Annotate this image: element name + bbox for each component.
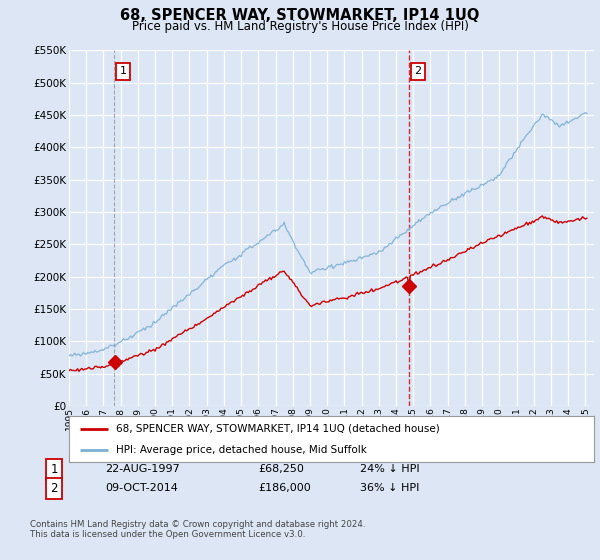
Text: 09-OCT-2014: 09-OCT-2014 [105,483,178,493]
Text: Contains HM Land Registry data © Crown copyright and database right 2024.
This d: Contains HM Land Registry data © Crown c… [30,520,365,539]
Text: 36% ↓ HPI: 36% ↓ HPI [360,483,419,493]
Text: 1: 1 [119,67,127,76]
Text: £186,000: £186,000 [258,483,311,493]
Text: Price paid vs. HM Land Registry's House Price Index (HPI): Price paid vs. HM Land Registry's House … [131,20,469,32]
Text: 68, SPENCER WAY, STOWMARKET, IP14 1UQ (detached house): 68, SPENCER WAY, STOWMARKET, IP14 1UQ (d… [116,423,440,433]
Text: 22-AUG-1997: 22-AUG-1997 [105,464,180,474]
Text: 2: 2 [415,67,422,76]
Text: 1: 1 [50,463,58,476]
Text: 68, SPENCER WAY, STOWMARKET, IP14 1UQ: 68, SPENCER WAY, STOWMARKET, IP14 1UQ [121,8,479,24]
Text: 24% ↓ HPI: 24% ↓ HPI [360,464,419,474]
Text: HPI: Average price, detached house, Mid Suffolk: HPI: Average price, detached house, Mid … [116,445,367,455]
Text: £68,250: £68,250 [258,464,304,474]
Text: 2: 2 [50,482,58,495]
